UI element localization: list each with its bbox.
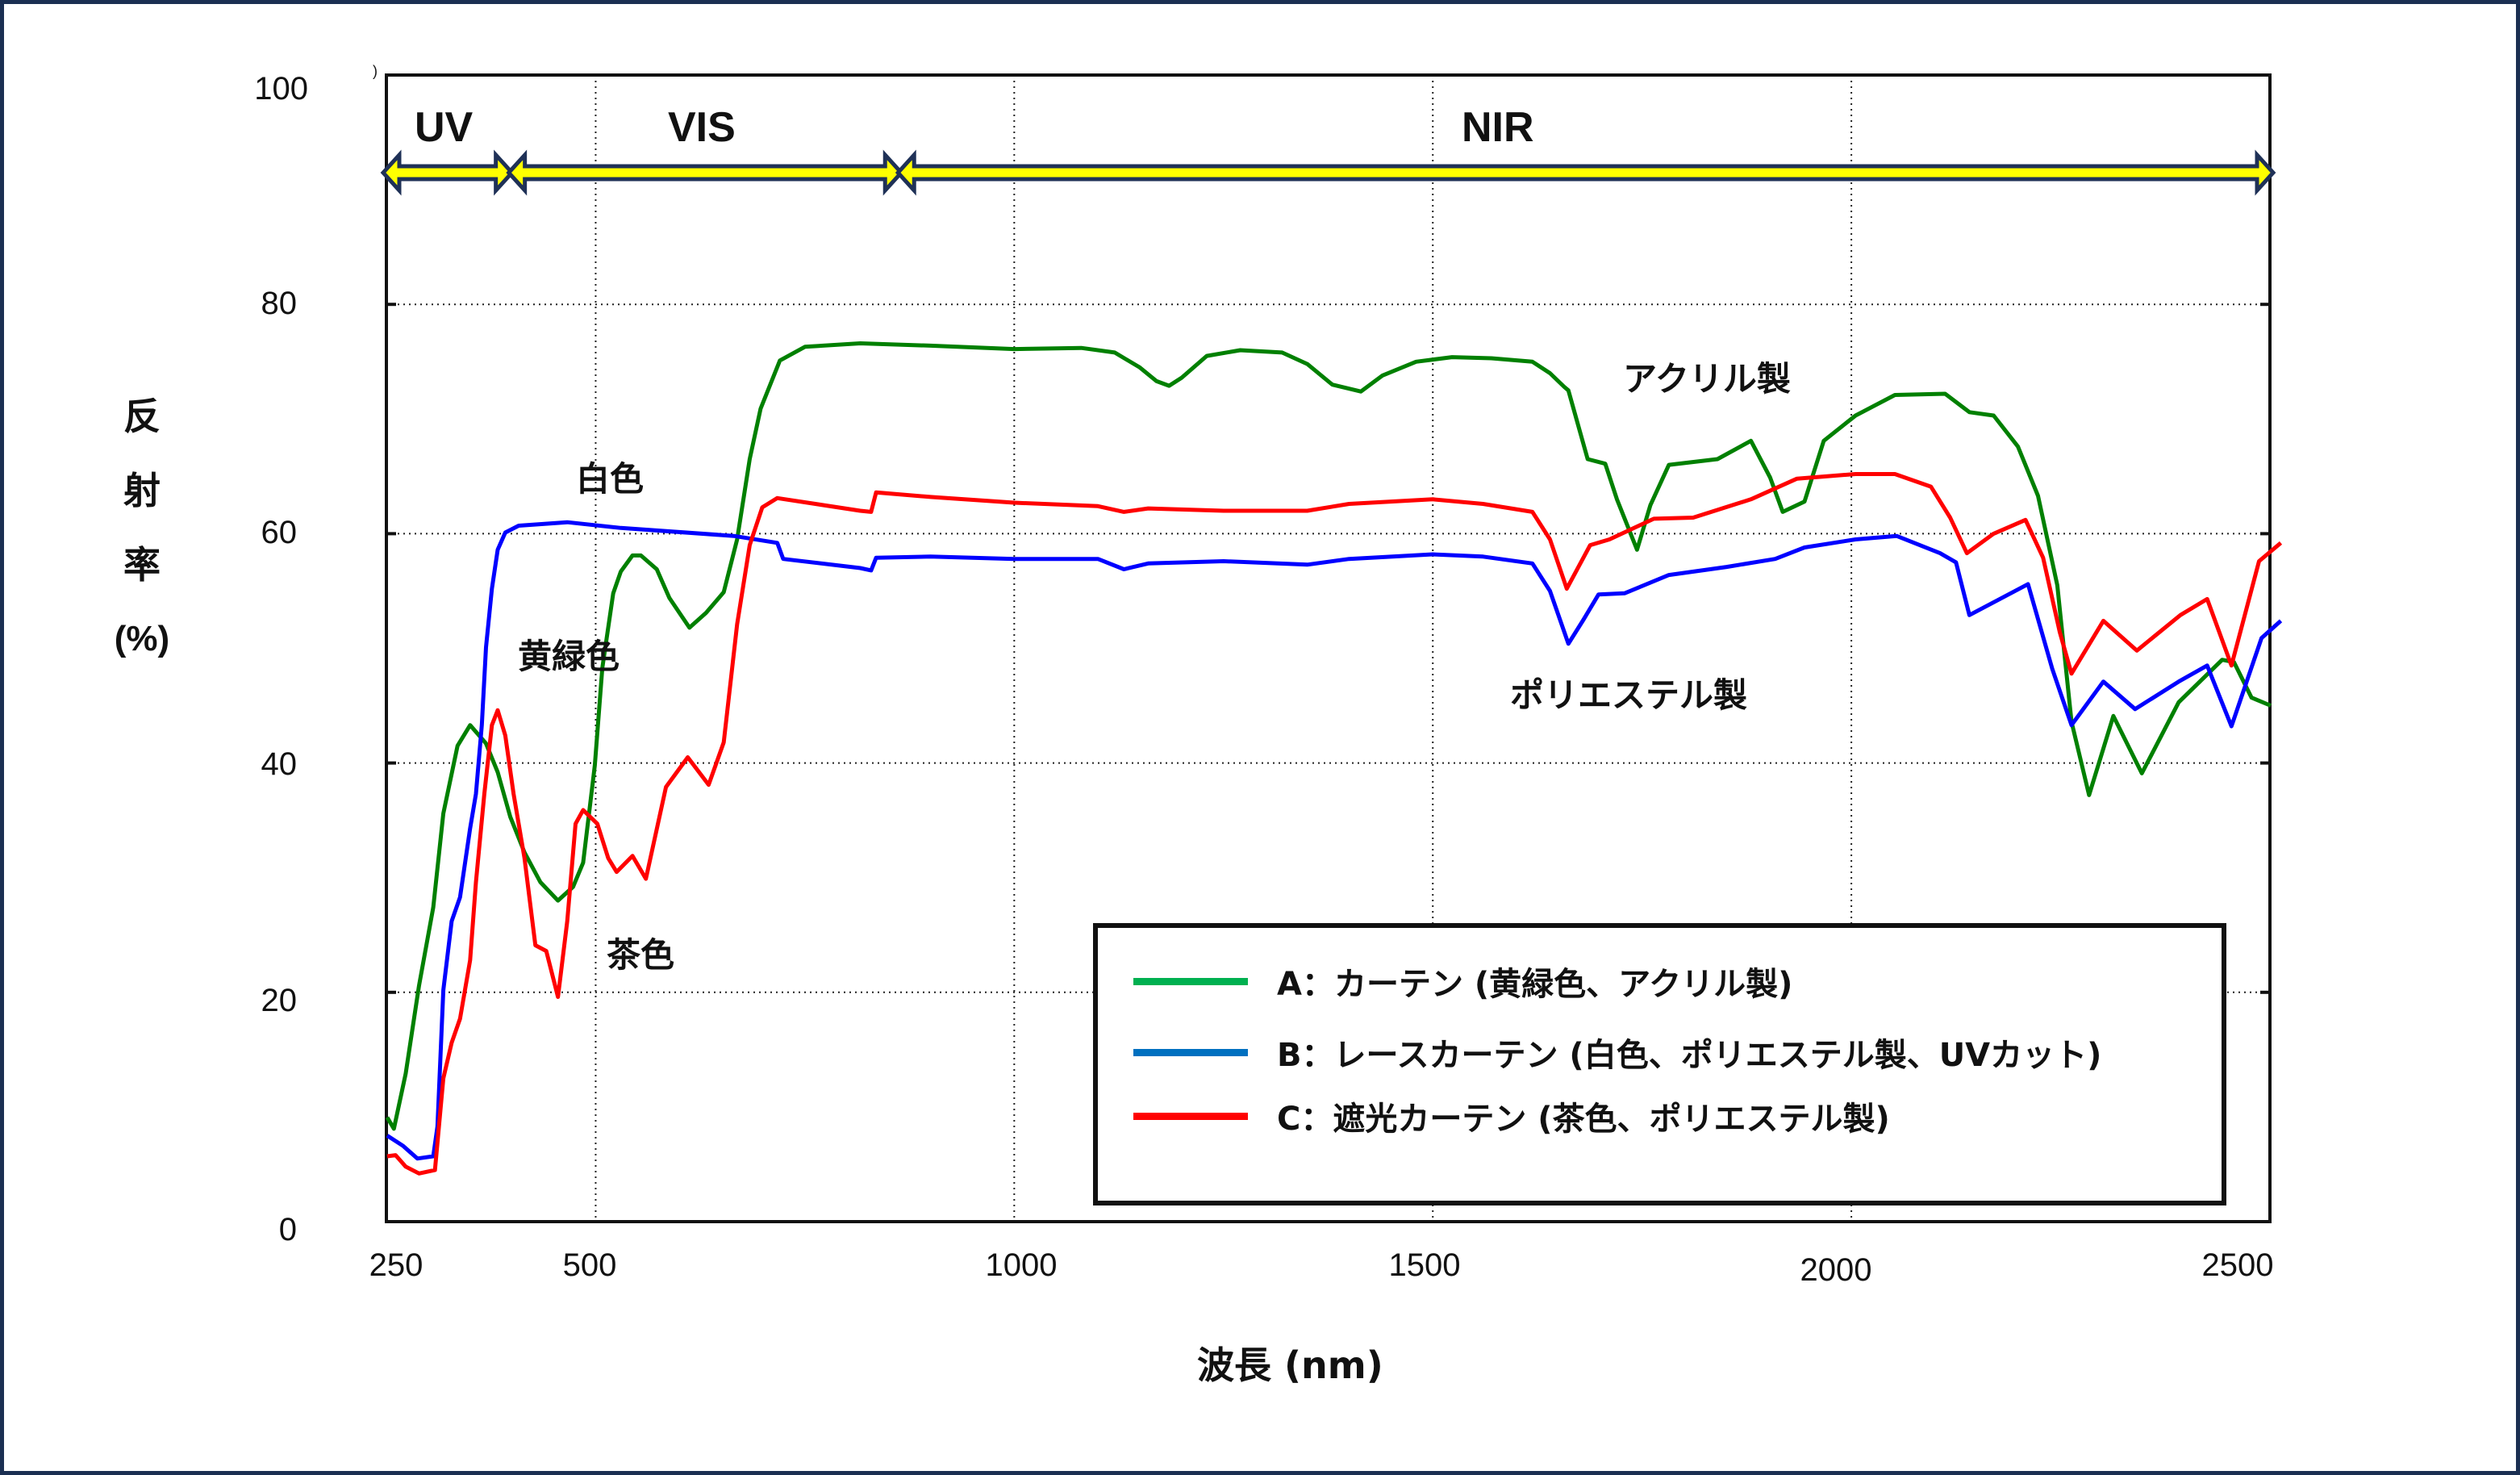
y-tick-20: 20 — [261, 983, 298, 1018]
band-label-uv: UV — [415, 104, 474, 151]
legend-label-a: A：カーテン (黄緑色、アクリル製) — [1277, 966, 1793, 1003]
legend: A：カーテン (黄緑色、アクリル製) B：レースカーテン (白色、ポリエステル製… — [1093, 923, 2226, 1205]
x-tick-1000: 1000 — [985, 1247, 1058, 1283]
legend-swatch-b — [1133, 1048, 1248, 1056]
data-series — [385, 341, 2283, 1176]
annotation-polyester: ポリエステル製 — [1510, 675, 1748, 715]
plot-border — [385, 73, 2272, 1223]
annotation-acrylic: アクリル製 — [1623, 359, 1791, 399]
legend-swatch-a — [1133, 977, 1248, 985]
y-tick-60: 60 — [261, 515, 298, 550]
series-line-b — [386, 520, 2283, 1161]
y-tick-0: 0 — [278, 1212, 297, 1247]
y-title-unit: (%) — [114, 619, 170, 658]
y-axis-title: 反 射 率 (%) — [102, 379, 182, 676]
artifact-paren: ) — [373, 63, 378, 79]
legend-item-c: C：遮光カーテン (茶色、ポリエステル製) — [1133, 1092, 1890, 1140]
annotation-white: 白色 — [576, 459, 645, 499]
annotation-yellow-green: 黄緑色 — [518, 637, 620, 676]
y-tick-40: 40 — [261, 746, 298, 782]
x-tick-2500: 2500 — [2201, 1247, 2274, 1283]
y-tick-80: 80 — [261, 286, 298, 321]
x-axis-title: 波長 (nm) — [1197, 1343, 1383, 1387]
legend-label-b: B：レースカーテン (白色、ポリエステル製、UVカット) — [1277, 1037, 2102, 1074]
arrow-vis-icon — [506, 149, 904, 196]
x-tick-1500: 1500 — [1388, 1247, 1461, 1283]
x-tick-2000: 2000 — [1800, 1252, 1872, 1288]
band-label-vis: VIS — [668, 104, 736, 151]
series-line-c — [386, 472, 2283, 1176]
legend-item-b: B：レースカーテン (白色、ポリエステル製、UVカット) — [1133, 1028, 2101, 1076]
y-title-char: 反 — [123, 395, 161, 438]
x-tick-500: 500 — [562, 1247, 617, 1283]
legend-swatch-c — [1133, 1112, 1248, 1120]
region-arrows — [380, 149, 2276, 196]
y-title-char: 射 — [123, 469, 161, 512]
arrow-uv-icon — [380, 149, 515, 196]
y-tick-100: 100 — [254, 71, 308, 107]
y-title-char: 率 — [123, 543, 161, 587]
band-label-nir: NIR — [1462, 104, 1534, 151]
legend-item-a: A：カーテン (黄緑色、アクリル製) — [1133, 957, 1792, 1005]
annotation-brown: 茶色 — [607, 935, 675, 975]
x-tick-250: 250 — [369, 1247, 423, 1283]
legend-label-c: C：遮光カーテン (茶色、ポリエステル製) — [1277, 1101, 1890, 1138]
arrow-nir-icon — [895, 149, 2276, 196]
